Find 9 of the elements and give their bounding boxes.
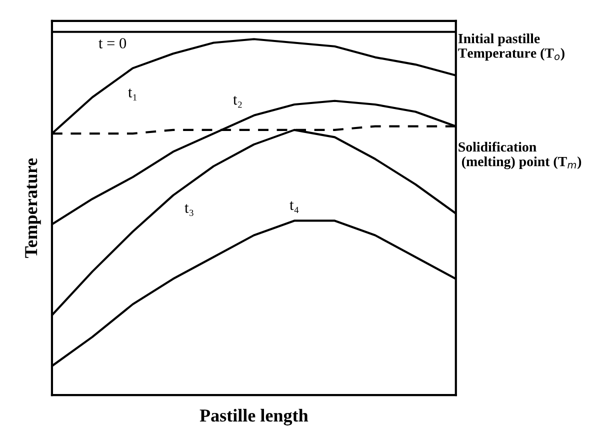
x-axis-title: Pastille length xyxy=(200,408,308,426)
series-label: t₃ xyxy=(184,204,194,216)
series-label: t₄ xyxy=(290,201,299,213)
series-label: t = 0 xyxy=(98,38,126,48)
text: Solidification (melting) point (T$_{m}$) xyxy=(458,142,582,170)
text: Initial pastille Temperature (T$_{o}$) xyxy=(458,34,564,61)
y-axis-title: Temperature xyxy=(25,158,41,258)
series-label: t₂ xyxy=(233,96,242,108)
series-label: t₁ xyxy=(128,88,136,100)
